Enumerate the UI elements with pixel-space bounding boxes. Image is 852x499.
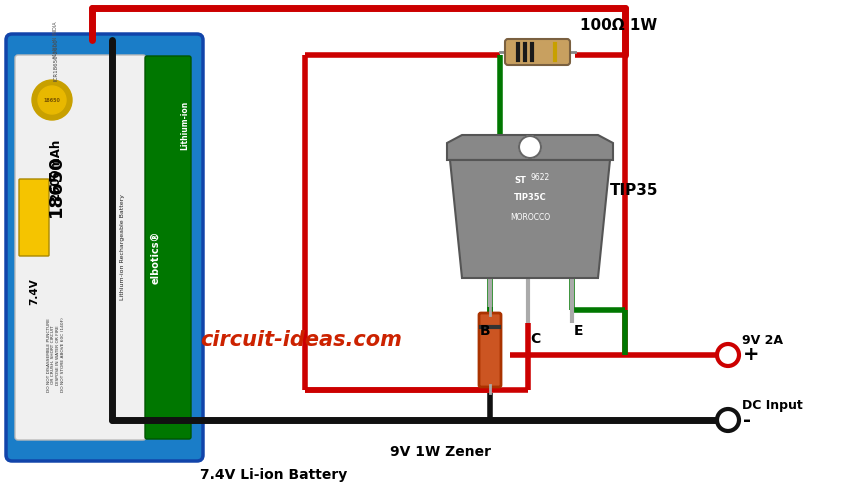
- FancyBboxPatch shape: [479, 313, 500, 387]
- Text: C: C: [529, 332, 539, 346]
- Text: E: E: [573, 324, 583, 338]
- Text: B: B: [480, 324, 490, 338]
- Circle shape: [38, 86, 66, 114]
- Text: elbotics®: elbotics®: [150, 231, 160, 284]
- Polygon shape: [446, 135, 613, 160]
- Text: 9622: 9622: [530, 173, 549, 182]
- Text: +: +: [742, 345, 758, 364]
- Circle shape: [717, 409, 738, 431]
- Text: Lithium-ion Rechargeable Battery: Lithium-ion Rechargeable Battery: [120, 194, 125, 300]
- FancyBboxPatch shape: [19, 179, 49, 256]
- Circle shape: [32, 80, 72, 120]
- Text: 100Ω 1W: 100Ω 1W: [579, 17, 657, 32]
- Text: 7.4V Li-ion Battery: 7.4V Li-ion Battery: [199, 468, 347, 482]
- Text: MOROCCO: MOROCCO: [509, 213, 550, 222]
- Text: circuit-ideas.com: circuit-ideas.com: [199, 330, 401, 350]
- Polygon shape: [450, 160, 609, 278]
- FancyBboxPatch shape: [504, 39, 569, 65]
- Text: MADE IN INDIA: MADE IN INDIA: [53, 21, 58, 58]
- Text: ICR18650-2600: ICR18650-2600: [53, 39, 58, 81]
- Text: DO NOT DISASSEMBLE PUNCTURE
OR CRUSH, SHORT CIRCUIT
DISPOSE IN WATER OR FIRE
DO : DO NOT DISASSEMBLE PUNCTURE OR CRUSH, SH…: [47, 318, 65, 392]
- FancyBboxPatch shape: [15, 55, 146, 440]
- Text: 9V 1W Zener: 9V 1W Zener: [389, 445, 491, 459]
- Text: -: -: [742, 411, 750, 430]
- Circle shape: [518, 136, 540, 158]
- Text: ST: ST: [514, 176, 526, 185]
- Circle shape: [717, 344, 738, 366]
- Text: 18650: 18650: [47, 154, 65, 217]
- Text: 9V 2A: 9V 2A: [741, 334, 782, 347]
- Text: Lithium-ion: Lithium-ion: [181, 100, 189, 150]
- Text: 2600mAh: 2600mAh: [49, 139, 62, 201]
- FancyBboxPatch shape: [6, 34, 203, 461]
- FancyBboxPatch shape: [145, 56, 191, 439]
- Text: 18650: 18650: [43, 97, 60, 102]
- Text: 7.4V: 7.4V: [29, 278, 39, 305]
- Text: DC Input: DC Input: [741, 400, 802, 413]
- Text: TIP35: TIP35: [609, 183, 658, 198]
- Text: TIP35C: TIP35C: [513, 193, 546, 202]
